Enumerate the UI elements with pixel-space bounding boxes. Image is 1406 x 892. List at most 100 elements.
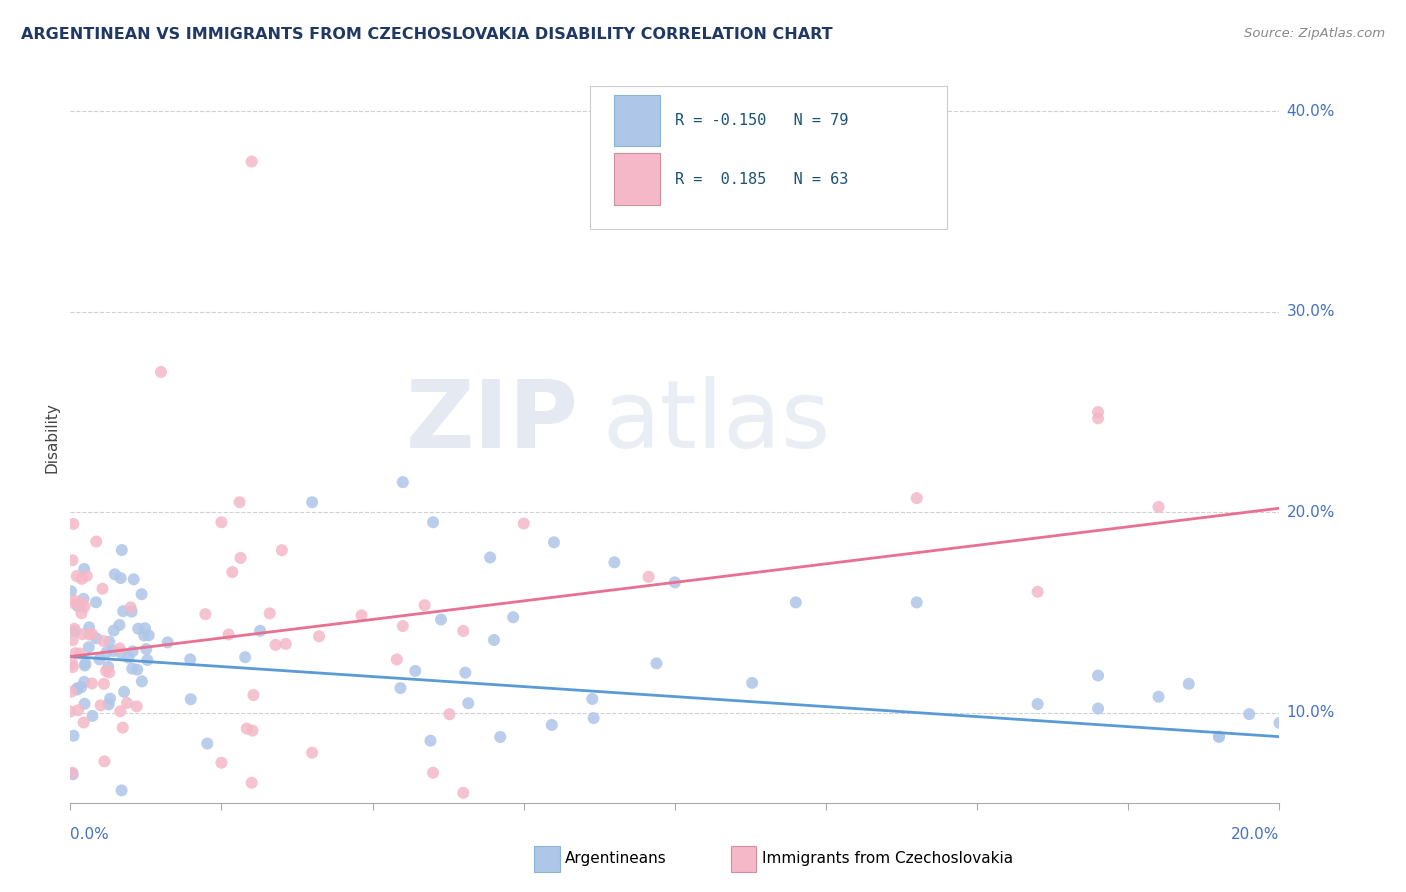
- Point: [127, 622, 149, 636]
- Point: [77, 620, 100, 634]
- Point: [240, 776, 263, 790]
- Point: [134, 628, 156, 642]
- Point: [134, 621, 156, 635]
- Point: [785, 595, 807, 609]
- Text: Argentineans: Argentineans: [565, 852, 666, 866]
- Point: [180, 692, 202, 706]
- Point: [1026, 697, 1049, 711]
- Point: [84, 595, 107, 609]
- Point: [79, 627, 101, 641]
- Point: [77, 640, 100, 655]
- Point: [73, 674, 96, 689]
- Point: [138, 628, 160, 642]
- Point: [122, 572, 145, 586]
- Point: [513, 516, 536, 531]
- Point: [60, 657, 83, 671]
- Point: [70, 606, 93, 620]
- Point: [259, 607, 281, 621]
- Point: [121, 605, 143, 619]
- Point: [66, 681, 89, 695]
- Point: [233, 650, 256, 665]
- Point: [637, 570, 659, 584]
- Point: [94, 664, 117, 678]
- Point: [135, 642, 157, 657]
- Point: [502, 610, 524, 624]
- Text: atlas: atlas: [602, 376, 831, 468]
- Point: [63, 646, 86, 660]
- Point: [108, 618, 131, 632]
- Point: [195, 737, 218, 751]
- Point: [543, 535, 565, 549]
- Point: [301, 746, 323, 760]
- Point: [179, 652, 201, 666]
- Point: [90, 698, 112, 713]
- Point: [1208, 730, 1230, 744]
- Point: [482, 632, 505, 647]
- Point: [301, 495, 323, 509]
- Point: [1087, 668, 1109, 682]
- Point: [70, 572, 93, 586]
- Text: 20.0%: 20.0%: [1232, 827, 1279, 841]
- Point: [73, 599, 96, 614]
- Point: [1087, 405, 1109, 419]
- Point: [115, 696, 138, 710]
- Point: [62, 765, 84, 780]
- Point: [454, 665, 477, 680]
- Point: [72, 715, 94, 730]
- Point: [391, 619, 415, 633]
- Point: [59, 705, 82, 719]
- Point: [240, 154, 263, 169]
- Point: [1026, 584, 1049, 599]
- Text: 30.0%: 30.0%: [1286, 304, 1334, 319]
- Text: Immigrants from Czechoslovakia: Immigrants from Czechoslovakia: [762, 852, 1014, 866]
- Point: [1208, 730, 1230, 744]
- Point: [93, 754, 115, 768]
- Point: [1239, 707, 1261, 722]
- Point: [98, 665, 121, 680]
- Point: [84, 534, 107, 549]
- Point: [218, 627, 240, 641]
- Point: [385, 652, 408, 666]
- Point: [221, 565, 243, 579]
- Text: ZIP: ZIP: [405, 376, 578, 468]
- Point: [274, 637, 297, 651]
- Point: [72, 591, 94, 606]
- Point: [73, 697, 96, 711]
- Point: [1087, 701, 1109, 715]
- Point: [108, 641, 131, 656]
- Point: [121, 644, 143, 658]
- Point: [457, 696, 479, 710]
- Text: ARGENTINEAN VS IMMIGRANTS FROM CZECHOSLOVAKIA DISABILITY CORRELATION CHART: ARGENTINEAN VS IMMIGRANTS FROM CZECHOSLO…: [21, 27, 832, 42]
- FancyBboxPatch shape: [614, 153, 661, 204]
- Point: [453, 624, 475, 638]
- Point: [80, 676, 103, 690]
- Point: [439, 707, 461, 722]
- Point: [97, 660, 120, 674]
- Point: [96, 645, 118, 659]
- Point: [63, 594, 86, 608]
- Point: [211, 756, 233, 770]
- Point: [110, 571, 132, 585]
- Text: 0.0%: 0.0%: [70, 827, 110, 841]
- Point: [117, 650, 139, 665]
- Point: [70, 680, 93, 694]
- Point: [581, 692, 603, 706]
- Point: [62, 633, 84, 648]
- Point: [97, 698, 120, 712]
- Point: [430, 613, 453, 627]
- Point: [249, 624, 271, 638]
- Point: [131, 587, 153, 601]
- Point: [111, 721, 134, 735]
- Point: [540, 718, 562, 732]
- Point: [308, 629, 330, 643]
- Point: [131, 674, 153, 689]
- Point: [60, 684, 83, 698]
- Point: [125, 699, 148, 714]
- Point: [66, 569, 89, 583]
- Point: [63, 622, 86, 636]
- Point: [73, 562, 96, 576]
- Point: [62, 660, 84, 674]
- Point: [1178, 677, 1201, 691]
- Point: [453, 786, 475, 800]
- Point: [98, 691, 121, 706]
